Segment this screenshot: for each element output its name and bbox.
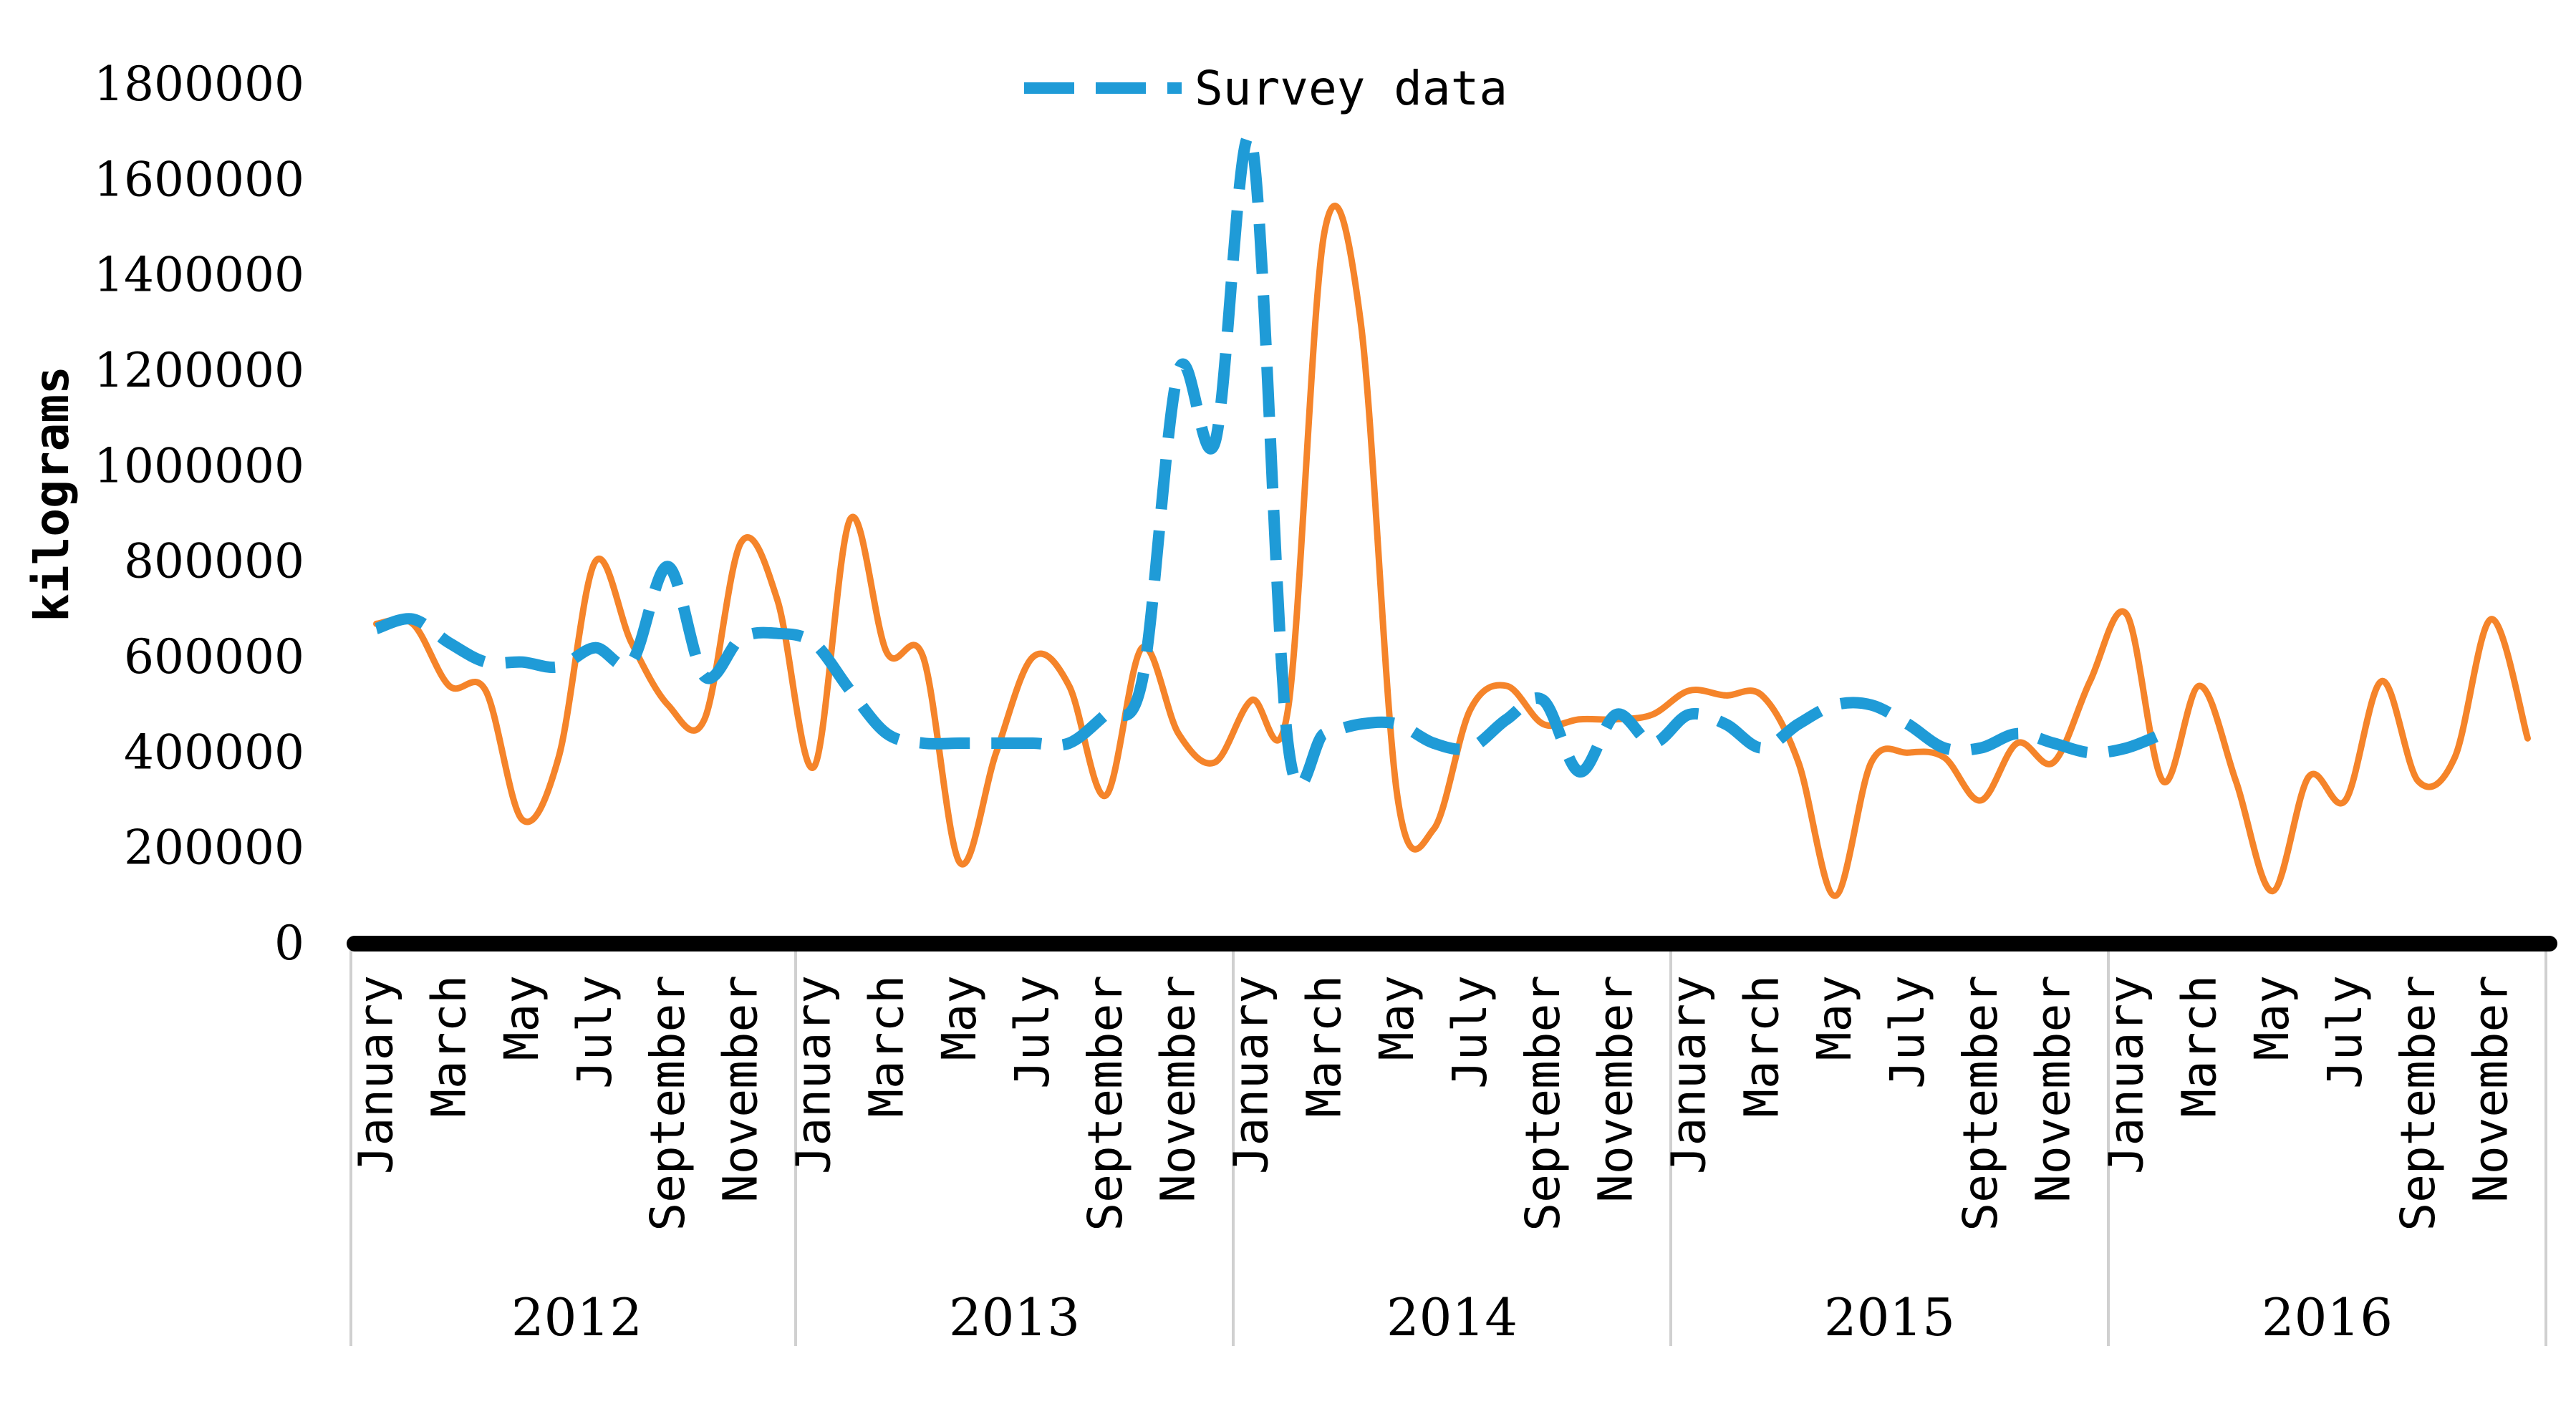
- x-tick-label-month: March: [859, 975, 914, 1118]
- x-tick-label-month: November: [2026, 975, 2081, 1203]
- y-tick-label: 0: [274, 916, 304, 971]
- y-axis-tick-labels: 0 200000 400000 600000 800000 1000000 1200000 1…: [94, 57, 304, 971]
- x-tick-label-month: March: [1296, 975, 1351, 1118]
- x-tick-label-year: 2016: [2262, 1287, 2393, 1347]
- x-tick-label-month: March: [2171, 975, 2227, 1118]
- x-tick-label-month: November: [2464, 975, 2519, 1203]
- x-tick-label-month: September: [2391, 975, 2446, 1231]
- x-tick-label-month: July: [1005, 975, 1060, 1089]
- y-tick-label: 1600000: [94, 152, 304, 207]
- y-tick-label: 1000000: [94, 438, 304, 493]
- x-tick-label-month: November: [1588, 975, 1644, 1203]
- y-tick-label: 800000: [124, 534, 304, 589]
- x-tick-label-month: September: [1515, 975, 1571, 1231]
- x-tick-label-month: January: [786, 975, 841, 1174]
- x-tick-label-month: May: [1807, 975, 1862, 1060]
- x-tick-label-month: January: [1224, 975, 1279, 1174]
- x-tick-label-month: January: [2099, 975, 2154, 1174]
- x-tick-label-month: March: [1734, 975, 1789, 1118]
- x-tick-label-month: January: [1661, 975, 1717, 1174]
- y-tick-label: 200000: [124, 820, 304, 876]
- x-tick-label-month: September: [1078, 975, 1133, 1231]
- y-tick-label: 1400000: [94, 248, 304, 303]
- legend-label-survey-data: Survey data: [1195, 61, 1508, 116]
- x-tick-label-year: 2012: [511, 1287, 642, 1347]
- x-tick-label-month: September: [1953, 975, 2008, 1231]
- x-tick-label-month: May: [494, 975, 549, 1060]
- legend: Survey data: [1024, 61, 1508, 116]
- series-line-model: [373, 203, 2531, 899]
- x-axis: January March May July September November 2012…: [347, 936, 2557, 1347]
- x-tick-label-month: July: [2317, 975, 2373, 1089]
- x-tick-label-month: July: [1880, 975, 1935, 1089]
- y-tick-label: 600000: [124, 629, 304, 684]
- x-tick-label-month: July: [1442, 975, 1497, 1089]
- x-tick-label-month: January: [349, 975, 404, 1174]
- x-tick-label-year: 2013: [949, 1287, 1080, 1347]
- y-tick-label: 400000: [124, 725, 304, 780]
- y-tick-label: 1800000: [94, 57, 304, 112]
- y-axis-label: kilograms: [24, 366, 79, 622]
- y-tick-label: 1200000: [94, 343, 304, 398]
- x-tick-label-month: March: [421, 975, 476, 1118]
- x-tick-label-year: 2014: [1386, 1287, 1518, 1347]
- x-tick-label-month: September: [640, 975, 695, 1231]
- x-tick-label-month: November: [713, 975, 768, 1203]
- x-tick-label-year: 2015: [1824, 1287, 1955, 1347]
- series-line-survey-data: [374, 130, 2166, 791]
- x-tick-label-month: November: [1151, 975, 1206, 1203]
- x-tick-label-month: July: [567, 975, 622, 1089]
- plot-area: [373, 130, 2531, 899]
- x-tick-label-month: May: [1369, 975, 1424, 1060]
- x-tick-label-month: May: [2244, 975, 2300, 1060]
- x-tick-label-month: May: [932, 975, 987, 1060]
